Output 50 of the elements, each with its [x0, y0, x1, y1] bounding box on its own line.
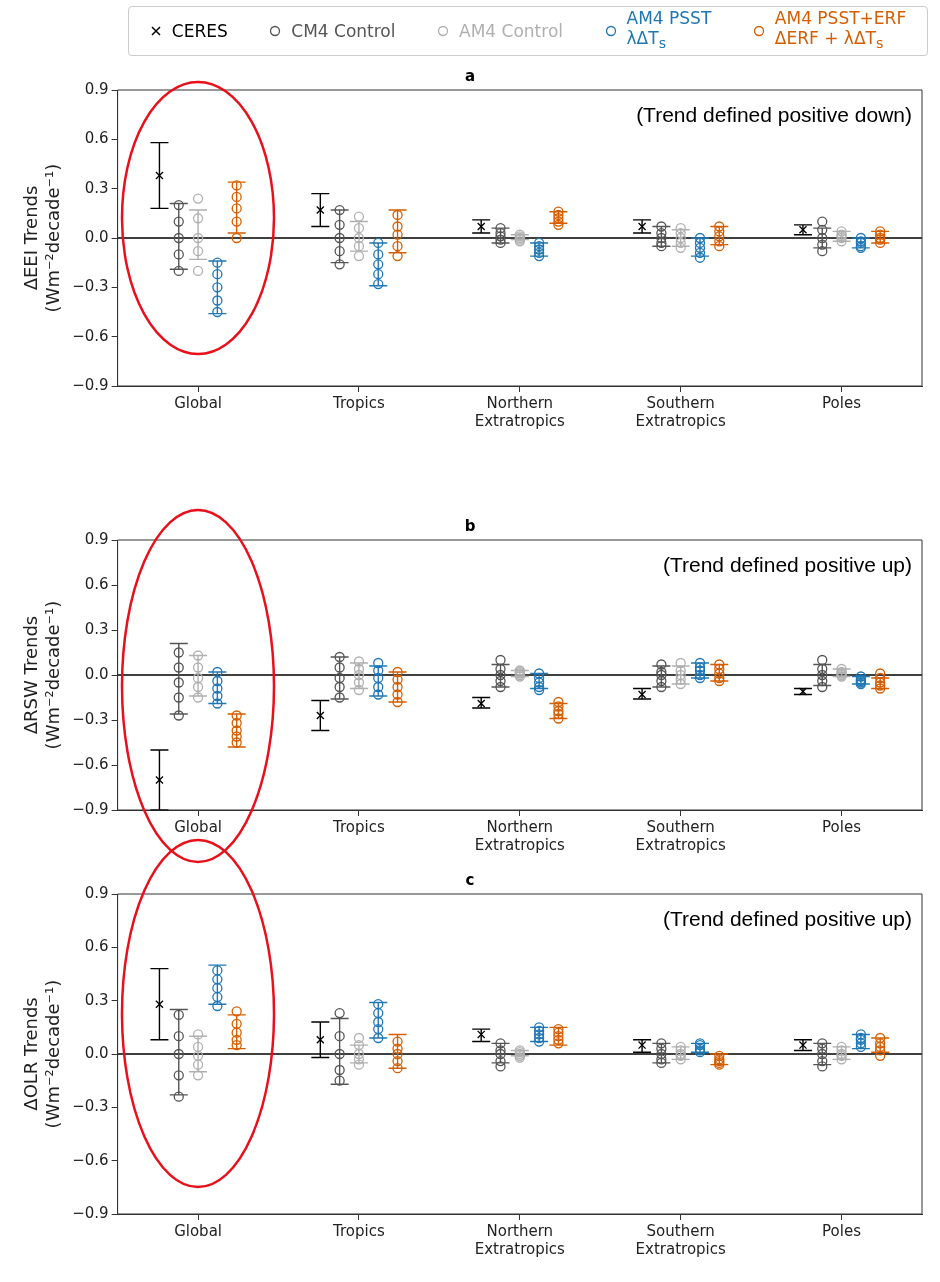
y-tick-label: 0.3: [84, 990, 109, 1009]
y-tick-label: −0.3: [72, 277, 109, 296]
legend-label: AM4 PSST+ERF ΔERF + λΔT$_{s}$: [774, 8, 907, 54]
y-tick-label: −0.6: [72, 1150, 109, 1169]
x-tick-label: Global: [174, 1221, 222, 1240]
x-tick-label: Northern Extratropics: [474, 393, 566, 430]
y-tick-label: −0.6: [72, 754, 109, 773]
y-axis-title: ΔOLR Trends (Wm⁻²decade⁻¹): [20, 979, 64, 1129]
y-tick-label: −0.3: [72, 709, 109, 728]
x-tick-label: Northern Extratropics: [474, 1221, 566, 1258]
y-tick-label: 0.6: [84, 574, 109, 593]
y-tick-label: 0.3: [84, 178, 109, 197]
y-tick-label: −0.6: [72, 326, 109, 345]
y-tick-label: −0.3: [72, 1097, 109, 1116]
x-tick-label: Global: [174, 393, 222, 412]
y-tick-label: 0.6: [84, 129, 109, 148]
y-tick-label: 0.0: [84, 227, 109, 246]
legend-label: AM4 PSST λΔT$_{s}$: [626, 8, 712, 54]
x-tick-label: Northern Extratropics: [474, 817, 566, 854]
y-tick-label: −0.9: [72, 799, 109, 818]
chart-title: a: [464, 66, 476, 85]
y-tick-label: −0.9: [72, 375, 109, 394]
annotation: (Trend defined positive up): [662, 907, 912, 931]
y-axis-title: ΔEEI Trends (Wm⁻²decade⁻¹): [20, 163, 64, 313]
y-tick-label: 0.0: [84, 1043, 109, 1062]
y-tick-label: 0.3: [84, 619, 109, 638]
y-axis-title: ΔRSW Trends (Wm⁻²decade⁻¹): [20, 600, 64, 750]
x-tick-label: Southern Extratropics: [635, 817, 726, 854]
x-tick-label: Poles: [822, 393, 862, 412]
x-tick-label: Tropics: [332, 1221, 385, 1240]
x-tick-label: Poles: [822, 817, 862, 836]
legend-label: AM4 Control: [459, 21, 564, 41]
y-tick-label: 0.9: [84, 79, 109, 98]
chart-title: b: [464, 516, 476, 535]
y-tick-label: 0.0: [84, 664, 109, 683]
x-tick-label: Global: [174, 817, 222, 836]
x-tick-label: Poles: [822, 1221, 862, 1240]
annotation: (Trend defined positive up): [662, 553, 912, 577]
y-tick-label: 0.9: [84, 883, 109, 902]
legend-label: CERES: [171, 21, 228, 41]
y-tick-label: 0.6: [84, 937, 109, 956]
x-tick-label: Southern Extratropics: [635, 1221, 726, 1258]
y-tick-label: 0.9: [84, 529, 109, 548]
x-tick-label: Southern Extratropics: [635, 393, 726, 430]
legend-label: CM4 Control: [291, 21, 396, 41]
y-tick-label: −0.9: [72, 1203, 109, 1222]
x-tick-label: Tropics: [332, 393, 385, 412]
x-tick-label: Tropics: [332, 817, 385, 836]
annotation: (Trend defined positive down): [636, 103, 912, 127]
chart-title: c: [465, 870, 475, 889]
